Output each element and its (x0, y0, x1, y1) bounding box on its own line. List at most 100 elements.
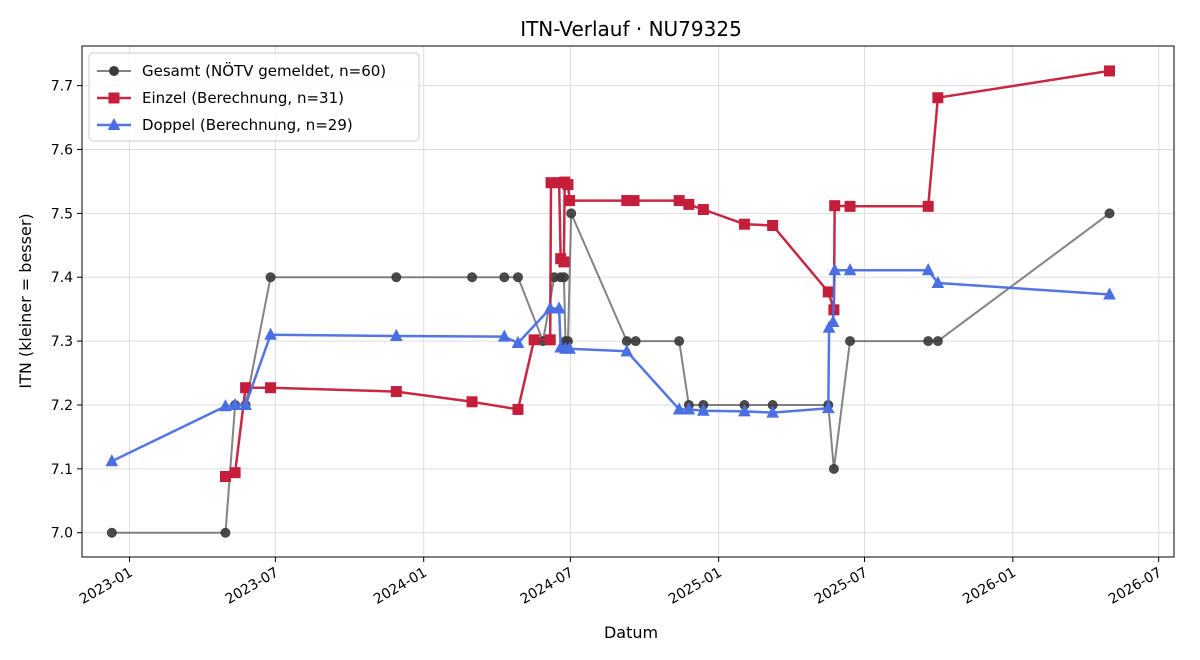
data-point-einzel (829, 200, 841, 212)
legend-label-einzel: Einzel (Berechnung, n=31) (142, 89, 344, 107)
data-point-gesamt (220, 527, 231, 538)
data-point-doppel (682, 402, 696, 415)
data-point-doppel (738, 404, 751, 417)
legend-box (88, 52, 420, 142)
x-tick-label: 2023-07 (223, 565, 282, 608)
y-axis-label: ITN (kleiner = besser) (16, 213, 35, 388)
x-tick-label: 2026-07 (1106, 565, 1165, 608)
data-point-doppel (239, 397, 252, 410)
y-tick-label: 7.2 (51, 398, 73, 414)
series-layer (105, 65, 1116, 538)
x-tick-label: 2025-07 (812, 565, 871, 608)
legend: Gesamt (NÖTV gemeldet, n=60) Einzel (Bere… (88, 52, 420, 142)
y-tick-label: 7.5 (51, 206, 73, 222)
data-point-einzel (390, 386, 402, 398)
data-point-doppel (497, 329, 511, 342)
data-point-gesamt (558, 272, 569, 283)
x-tick-label: 2025-01 (666, 565, 725, 608)
data-point-einzel (528, 334, 540, 346)
data-point-einzel (564, 195, 576, 207)
legend-label-doppel: Doppel (Berechnung, n=29) (142, 116, 353, 134)
data-point-gesamt (828, 463, 839, 474)
data-point-einzel (219, 471, 231, 483)
grid (82, 46, 1174, 557)
data-point-einzel (683, 198, 695, 210)
data-point-gesamt (630, 336, 641, 347)
data-point-doppel (563, 341, 576, 354)
data-point-einzel (697, 204, 709, 216)
data-point-gesamt (923, 336, 934, 347)
x-tick-label: 2026-01 (960, 565, 1019, 608)
data-point-einzel (466, 396, 478, 408)
data-point-doppel (826, 314, 840, 327)
y-tick-label: 7.0 (51, 526, 73, 542)
x-tick-label: 2024-07 (518, 565, 577, 608)
x-axis-label: Datum (604, 623, 658, 642)
data-point-einzel (544, 334, 556, 346)
data-point-einzel (1104, 65, 1116, 77)
y-tick-label: 7.6 (51, 142, 73, 158)
data-point-doppel (105, 454, 119, 467)
data-point-doppel (552, 301, 566, 314)
data-point-doppel (620, 344, 634, 357)
data-point-doppel (843, 263, 857, 276)
data-point-doppel (219, 399, 232, 412)
data-point-gesamt (512, 272, 523, 283)
x-tick-label: 2023-01 (77, 565, 136, 608)
data-point-doppel (543, 301, 557, 314)
data-point-einzel (822, 286, 834, 298)
series-einzel (219, 65, 1116, 483)
data-point-gesamt (467, 272, 478, 283)
data-point-gesamt (845, 336, 856, 347)
data-point-gesamt (265, 272, 276, 283)
data-point-gesamt (391, 272, 402, 283)
data-point-doppel (672, 402, 686, 415)
data-point-einzel (628, 195, 640, 207)
data-point-gesamt (1104, 208, 1115, 219)
legend-label-gesamt: Gesamt (NÖTV gemeldet, n=60) (142, 61, 386, 80)
data-point-doppel (766, 405, 779, 418)
chart-title: ITN-Verlauf · NU79325 (520, 17, 742, 41)
data-point-gesamt (932, 336, 943, 347)
series-line-doppel (111, 268, 1110, 463)
data-point-einzel (738, 218, 750, 230)
data-point-doppel (389, 328, 403, 341)
data-point-gesamt (674, 336, 685, 347)
data-point-einzel (844, 200, 856, 212)
data-point-doppel (921, 263, 935, 276)
data-point-einzel (562, 179, 574, 191)
data-point-einzel (932, 92, 944, 104)
y-tick-label: 7.7 (51, 79, 73, 95)
data-point-einzel (767, 219, 779, 231)
data-point-gesamt (106, 527, 117, 538)
series-gesamt (106, 208, 1115, 538)
x-axis: 2023-01 2023-07 2024-01 2024-07 2025-01 2025-… (77, 557, 1165, 608)
data-point-einzel (265, 382, 277, 394)
series-line-gesamt (111, 212, 1111, 534)
data-point-doppel (697, 403, 710, 416)
data-point-einzel (229, 467, 241, 479)
data-point-doppel (228, 397, 242, 410)
data-point-doppel (828, 263, 842, 276)
data-point-doppel (821, 401, 835, 414)
y-tick-label: 7.4 (51, 270, 73, 286)
data-point-einzel (240, 382, 252, 394)
y-tick-label: 7.3 (51, 334, 73, 350)
x-tick-label: 2024-01 (371, 565, 430, 608)
data-point-doppel (1103, 287, 1116, 300)
data-point-doppel (511, 335, 525, 349)
data-point-einzel (922, 200, 934, 212)
data-point-doppel (931, 275, 945, 288)
plot-frame (81, 45, 1175, 558)
data-point-einzel (512, 403, 524, 415)
data-point-einzel (673, 195, 685, 207)
data-point-einzel (558, 256, 570, 268)
data-point-gesamt (499, 272, 510, 283)
legend-marker-doppel (107, 117, 121, 130)
y-tick-label: 7.1 (51, 462, 73, 478)
legend-marker-einzel (108, 92, 120, 104)
data-point-doppel (264, 327, 277, 340)
y-axis: 7.0 7.1 7.2 7.3 7.4 7.5 7.6 7.7 (51, 79, 82, 542)
series-doppel (105, 263, 1116, 467)
